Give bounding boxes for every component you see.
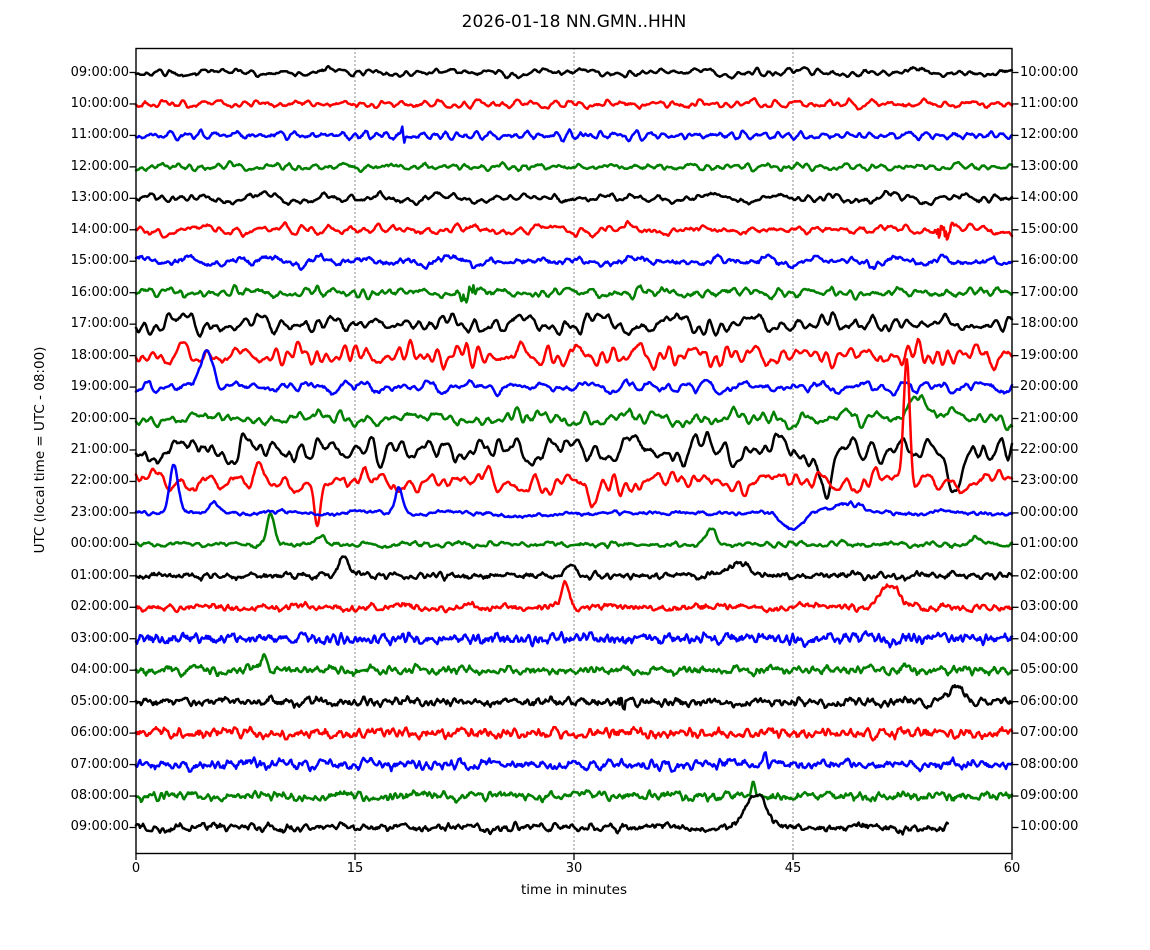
utc-time-label: 12:00:00 xyxy=(70,158,129,174)
utc-time-label: 09:00:00 xyxy=(70,819,129,835)
trace-row-23-07:00:00 xyxy=(134,751,1014,773)
local-time-label: 04:00:00 xyxy=(1020,630,1079,646)
trace-row-7-15:00:00 xyxy=(134,252,1014,272)
local-time-label: 21:00:00 xyxy=(1020,410,1079,426)
utc-time-label: 03:00:00 xyxy=(70,630,129,646)
trace-row-3-11:00:00 xyxy=(134,125,1014,144)
local-time-label: 22:00:00 xyxy=(1020,441,1079,457)
trace-row-6-14:00:00 xyxy=(134,219,1014,241)
utc-time-label: 23:00:00 xyxy=(70,504,129,520)
trace-row-12-20:00:00 xyxy=(134,394,1014,432)
trace-row-17-01:00:00 xyxy=(134,555,1014,582)
trace-row-5-13:00:00 xyxy=(134,189,1014,207)
local-time-label: 13:00:00 xyxy=(1020,158,1079,174)
local-time-label: 07:00:00 xyxy=(1020,725,1079,741)
utc-time-label: 05:00:00 xyxy=(70,693,129,709)
local-time-label: 14:00:00 xyxy=(1020,190,1079,206)
utc-time-label: 06:00:00 xyxy=(70,725,129,741)
local-time-label: 10:00:00 xyxy=(1020,819,1079,835)
local-time-label: 19:00:00 xyxy=(1020,347,1079,363)
utc-time-label: 17:00:00 xyxy=(70,316,129,332)
trace-row-13-21:00:00 xyxy=(134,430,1014,500)
trace-row-19-03:00:00 xyxy=(134,630,1014,649)
local-time-label: 20:00:00 xyxy=(1020,379,1079,395)
local-time-label: 12:00:00 xyxy=(1020,127,1079,143)
local-time-label: 10:00:00 xyxy=(1020,64,1079,80)
utc-time-label: 10:00:00 xyxy=(70,95,129,111)
trace-row-2-10:00:00 xyxy=(134,97,1014,111)
trace-row-25-09:00:00 xyxy=(134,793,950,836)
local-time-label: 15:00:00 xyxy=(1020,221,1079,237)
chart-title: 2026-01-18 NN.GMN..HHN xyxy=(461,12,687,32)
local-time-label: 06:00:00 xyxy=(1020,693,1079,709)
x-tick-label: 45 xyxy=(784,861,802,876)
local-time-label: 23:00:00 xyxy=(1020,473,1079,489)
local-time-label: 17:00:00 xyxy=(1020,284,1079,300)
local-time-label: 03:00:00 xyxy=(1020,599,1079,615)
local-time-label: 02:00:00 xyxy=(1020,567,1079,583)
local-time-label: 00:00:00 xyxy=(1020,504,1079,520)
trace-row-15-23:00:00 xyxy=(134,463,1014,531)
trace-row-8-16:00:00 xyxy=(134,283,1014,304)
utc-time-label: 11:00:00 xyxy=(70,127,129,143)
local-time-label: 16:00:00 xyxy=(1020,253,1079,269)
utc-time-label: 08:00:00 xyxy=(70,788,129,804)
utc-time-label: 18:00:00 xyxy=(70,347,129,363)
local-time-label: 18:00:00 xyxy=(1020,316,1079,332)
trace-row-1-09:00:00 xyxy=(134,64,1014,80)
utc-time-label: 16:00:00 xyxy=(70,284,129,300)
x-tick-label: 30 xyxy=(565,861,583,876)
utc-time-label: 19:00:00 xyxy=(70,379,129,395)
local-time-label: 11:00:00 xyxy=(1020,95,1079,111)
trace-row-24-08:00:00 xyxy=(134,780,1014,804)
trace-row-9-17:00:00 xyxy=(134,311,1014,338)
local-time-label: 05:00:00 xyxy=(1020,662,1079,678)
utc-time-label: 22:00:00 xyxy=(70,473,129,489)
utc-time-label: 15:00:00 xyxy=(70,253,129,269)
trace-row-11-19:00:00 xyxy=(134,349,1014,398)
x-tick-label: 60 xyxy=(1003,861,1021,876)
trace-row-20-04:00:00 xyxy=(134,652,1014,678)
utc-time-label: 14:00:00 xyxy=(70,221,129,237)
utc-time-label: 04:00:00 xyxy=(70,662,129,678)
utc-time-label: 21:00:00 xyxy=(70,441,129,457)
trace-row-14-22:00:00 xyxy=(134,358,1014,528)
utc-time-label: 00:00:00 xyxy=(70,536,129,552)
utc-time-label: 13:00:00 xyxy=(70,190,129,206)
x-tick-label: 0 xyxy=(131,861,141,876)
utc-time-label: 09:00:00 xyxy=(70,64,129,80)
local-time-label: 08:00:00 xyxy=(1020,756,1079,772)
x-axis-label: time in minutes xyxy=(520,882,628,898)
utc-time-label: 02:00:00 xyxy=(70,599,129,615)
x-tick-label: 15 xyxy=(346,861,364,876)
trace-row-16-00:00:00 xyxy=(134,512,1014,550)
trace-row-10-18:00:00 xyxy=(134,337,1014,372)
local-time-label: 09:00:00 xyxy=(1020,788,1079,804)
trace-row-21-05:00:00 xyxy=(134,684,1014,711)
trace-row-18-02:00:00 xyxy=(134,579,1014,614)
local-time-label: 01:00:00 xyxy=(1020,536,1079,552)
trace-row-4-12:00:00 xyxy=(134,160,1014,174)
utc-time-label: 01:00:00 xyxy=(70,567,129,583)
utc-time-label: 07:00:00 xyxy=(70,756,129,772)
trace-row-22-06:00:00 xyxy=(134,725,1014,742)
utc-time-label: 20:00:00 xyxy=(70,410,129,426)
